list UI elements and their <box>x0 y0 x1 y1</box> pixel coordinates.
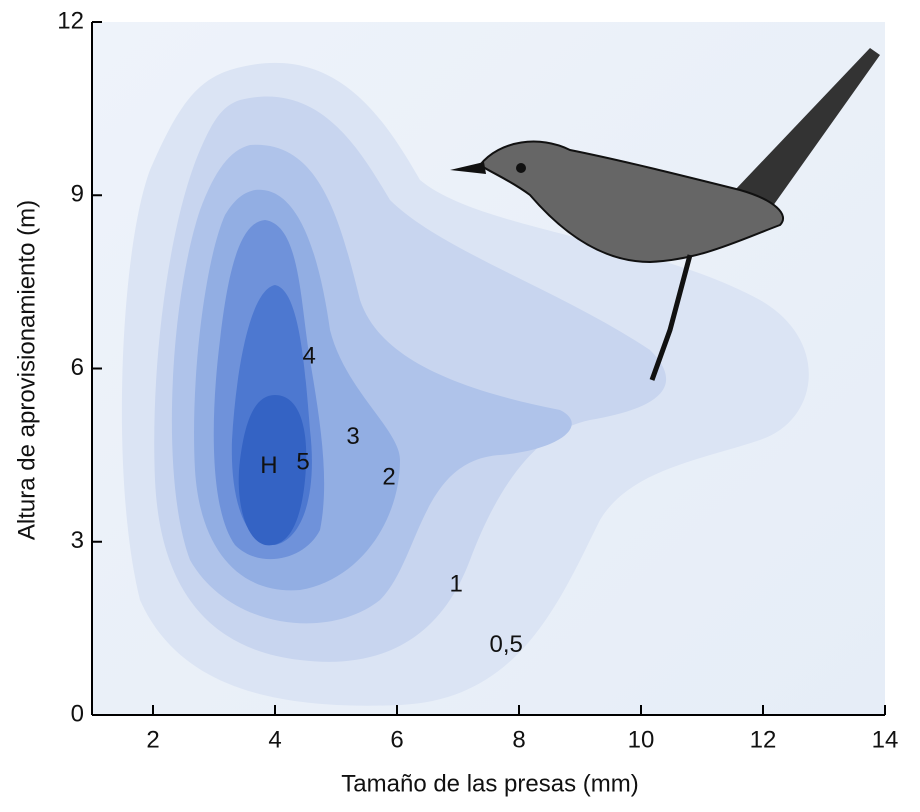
y-tick-label: 12 <box>57 7 84 34</box>
contour-label: 3 <box>346 423 359 450</box>
x-tick-label: 6 <box>390 726 403 753</box>
y-tick-label: 3 <box>71 527 84 554</box>
contour-label: 5 <box>296 449 309 476</box>
x-tick-label: 12 <box>750 726 777 753</box>
x-tick-label: 14 <box>872 726 899 753</box>
bird-eye <box>516 163 526 173</box>
y-tick-label: 9 <box>71 181 84 208</box>
y-tick-label: 6 <box>71 354 84 381</box>
chart: Tamaño de las presas (mm) Altura de apro… <box>0 0 920 807</box>
contour-label: 4 <box>302 342 315 369</box>
y-tick-label: 0 <box>71 700 84 727</box>
contour-label: 2 <box>382 464 395 491</box>
contour-label: 1 <box>449 570 462 597</box>
x-axis-label: Tamaño de las presas (mm) <box>341 770 638 797</box>
x-tick-label: 8 <box>512 726 525 753</box>
x-tick-label: 4 <box>268 726 281 753</box>
y-axis-label: Altura de aprovisionamiento (m) <box>13 200 40 540</box>
contour-label: H <box>260 452 277 479</box>
x-tick-label: 10 <box>628 726 655 753</box>
x-tick-label: 2 <box>146 726 159 753</box>
contour-label: 0,5 <box>490 631 523 658</box>
